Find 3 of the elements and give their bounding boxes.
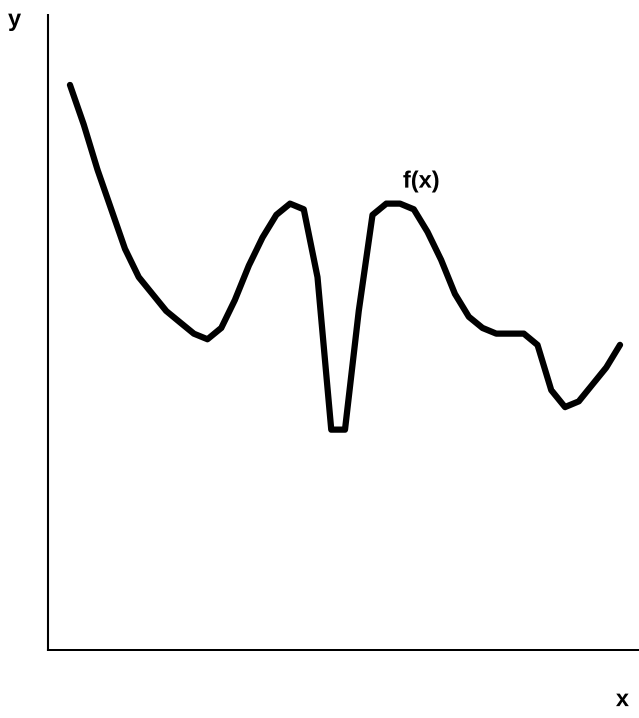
- y-axis-title: y: [8, 14, 22, 32]
- series-label: f(x): [403, 170, 438, 193]
- x-axis-title: x: [616, 694, 629, 706]
